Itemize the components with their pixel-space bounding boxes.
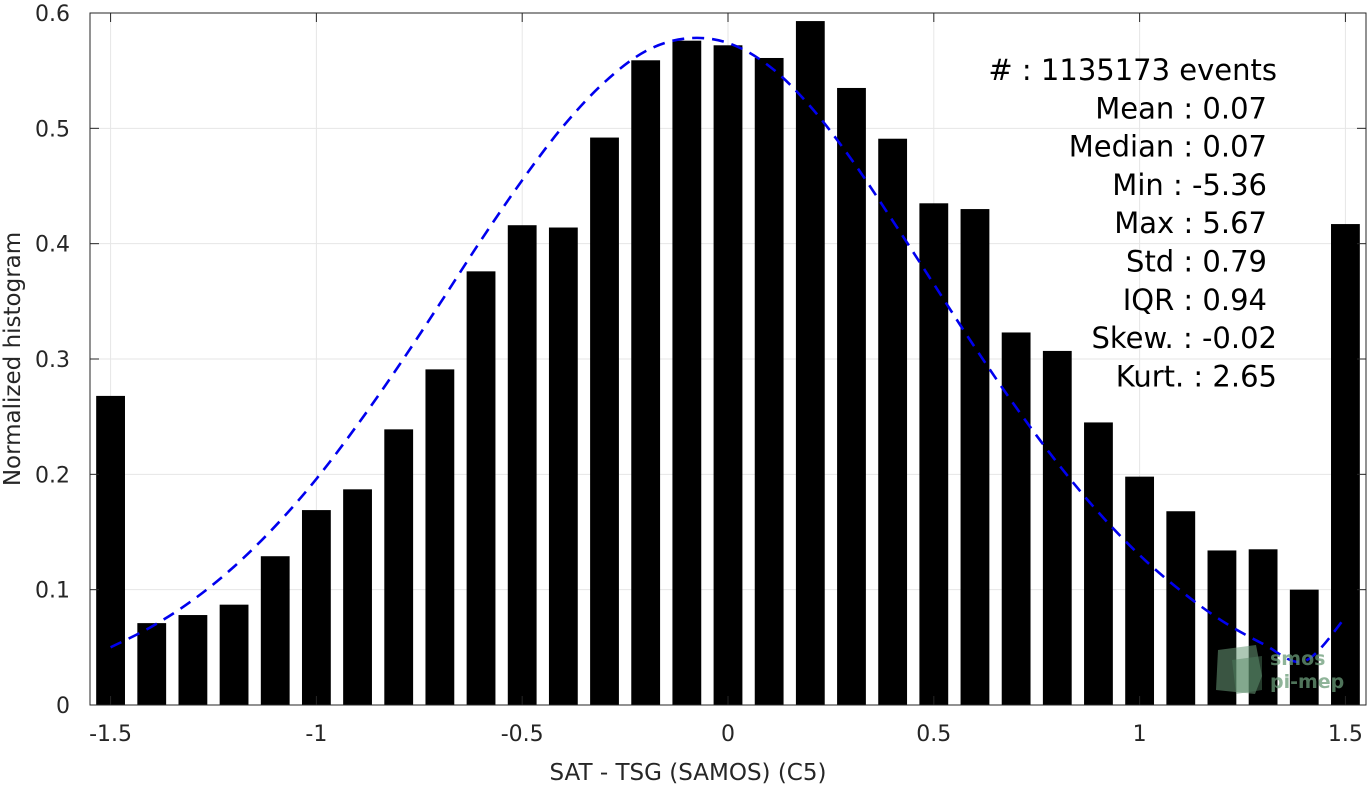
bar-2 bbox=[178, 615, 208, 705]
x-tick-label-5: 1 bbox=[1133, 722, 1147, 747]
bar-1 bbox=[137, 623, 167, 705]
y-axis-ticks: 0 0.1 0.2 0.3 0.4 0.5 0.6 bbox=[35, 2, 1366, 719]
y-axis-label: Normalized histogram bbox=[0, 232, 26, 486]
bar-23 bbox=[1042, 350, 1072, 705]
y-tick-label-5: 0.5 bbox=[35, 117, 70, 142]
stat-line-3: Min : -5.36 bbox=[1112, 168, 1267, 202]
bar-30 bbox=[1331, 224, 1360, 705]
bar-7 bbox=[384, 429, 414, 705]
stat-line-1: Mean : 0.07 bbox=[1095, 91, 1267, 125]
bar-11 bbox=[548, 227, 578, 705]
y-tick-label-6: 0.6 bbox=[35, 2, 70, 27]
x-tick-label-6: 1.5 bbox=[1328, 722, 1363, 747]
x-tick-label-2: -0.5 bbox=[501, 722, 544, 747]
bar-3 bbox=[219, 604, 249, 705]
x-axis-label: SAT - TSG (SAMOS) (C5) bbox=[550, 760, 827, 785]
statistics-annotation: # : 1135173 events Mean : 0.07 Median : 0.… bbox=[988, 53, 1277, 393]
bar-26 bbox=[1166, 511, 1196, 705]
watermark-text-0: smos bbox=[1270, 648, 1325, 670]
bar-14 bbox=[672, 40, 702, 706]
watermark-logo-icon bbox=[1216, 645, 1262, 694]
gaussian-fit-line bbox=[110, 36, 1347, 664]
bar-9 bbox=[466, 271, 496, 705]
bar-0 bbox=[96, 395, 125, 705]
stat-line-0: # : 1135173 events bbox=[988, 53, 1277, 87]
y-tick-label-4: 0.4 bbox=[35, 233, 70, 258]
y-tick-label-2: 0.2 bbox=[35, 463, 70, 488]
bar-19 bbox=[878, 138, 908, 706]
bar-22 bbox=[1001, 332, 1031, 705]
x-tick-label-3: 0 bbox=[721, 722, 735, 747]
bar-21 bbox=[960, 209, 990, 706]
watermark-text-1: pi-mep bbox=[1270, 671, 1344, 693]
bar-13 bbox=[631, 60, 661, 705]
bar-4 bbox=[260, 556, 290, 705]
x-tick-label-4: 0.5 bbox=[916, 722, 951, 747]
bar-16 bbox=[754, 57, 784, 706]
bar-5 bbox=[301, 510, 331, 705]
watermark-logo-shade-icon bbox=[1232, 656, 1262, 694]
stat-line-8: Kurt. : 2.65 bbox=[1116, 359, 1277, 393]
bar-25 bbox=[1125, 476, 1155, 705]
bar-18 bbox=[837, 87, 866, 705]
stat-line-4: Max : 5.67 bbox=[1114, 206, 1267, 240]
x-tick-label-1: -1 bbox=[305, 722, 327, 747]
x-tick-label-0: -1.5 bbox=[89, 722, 132, 747]
y-tick-label-1: 0.1 bbox=[35, 579, 70, 604]
stat-line-6: IQR : 0.94 bbox=[1123, 283, 1267, 317]
bar-12 bbox=[590, 137, 619, 705]
bar-20 bbox=[919, 203, 949, 706]
bars bbox=[96, 21, 1360, 706]
bar-24 bbox=[1084, 422, 1113, 705]
y-tick-label-0: 0 bbox=[56, 694, 70, 719]
bar-29 bbox=[1289, 589, 1319, 705]
bar-10 bbox=[507, 225, 537, 706]
stat-line-2: Median : 0.07 bbox=[1069, 130, 1267, 164]
bar-17 bbox=[795, 21, 825, 705]
bar-8 bbox=[425, 369, 455, 705]
stat-line-7: Skew. : -0.02 bbox=[1091, 321, 1277, 355]
bar-15 bbox=[713, 45, 743, 705]
x-axis-ticks: -1.5 -1 -0.5 0 0.5 1 1.5 bbox=[89, 13, 1363, 747]
y-tick-label-3: 0.3 bbox=[35, 348, 70, 373]
stat-line-5: Std : 0.79 bbox=[1126, 245, 1267, 279]
bar-6 bbox=[343, 489, 372, 705]
